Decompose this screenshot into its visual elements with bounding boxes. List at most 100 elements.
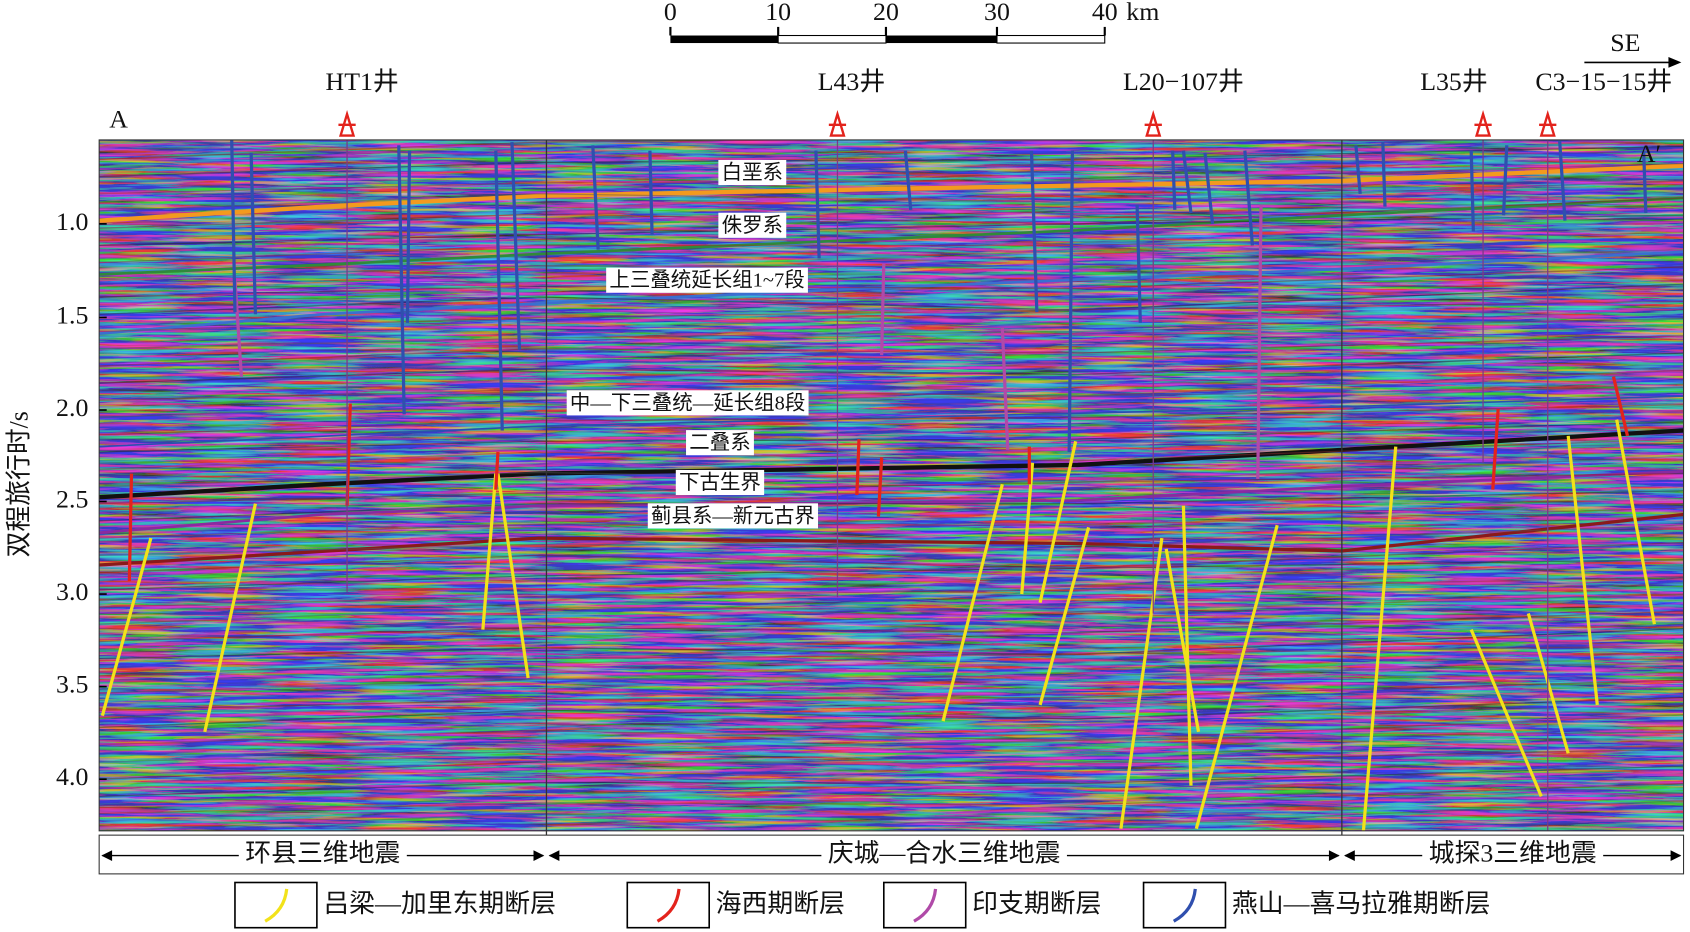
horizon-label: 上三叠统延长组1~7段 (609, 269, 804, 292)
horizon-label: 白垩系 (722, 161, 783, 184)
y-tick-label: 3.0 (56, 577, 88, 606)
scale-bar-black (885, 35, 997, 44)
reflector (99, 145, 1684, 178)
reflector (99, 266, 1684, 298)
legend-swatch (656, 888, 681, 923)
reflector (99, 455, 1684, 488)
fault (648, 150, 654, 235)
reflector (99, 421, 1684, 453)
fault (100, 537, 153, 717)
reflector (99, 748, 1684, 780)
scale-label: 20 (873, 0, 899, 26)
reflector (99, 197, 1684, 229)
reflector (99, 352, 1684, 384)
fault (496, 473, 530, 679)
y-tick-label: 2.5 (56, 484, 88, 513)
reflector (99, 162, 1684, 195)
horizon (99, 428, 1684, 500)
horizon (99, 250, 1684, 335)
y-tick-label: 1.5 (56, 300, 88, 329)
seismic-texture (99, 139, 1684, 831)
fault (397, 145, 406, 415)
legend-label: 燕山—喜马拉雅期断层 (1232, 889, 1490, 918)
reflector (99, 765, 1684, 798)
fault (1469, 628, 1543, 798)
horizon-label-bg (686, 430, 754, 456)
horizon-label-bg (606, 267, 808, 293)
reflector (99, 249, 1684, 281)
survey-label: 庆城—合水三维地震 (828, 839, 1061, 868)
fault (941, 483, 1004, 722)
reflector (99, 679, 1684, 711)
arrow-head (1668, 57, 1682, 68)
fault (127, 473, 134, 582)
scale-label: 0 (664, 0, 677, 26)
scale-bar-black (670, 35, 779, 44)
scale-label: 10 (765, 0, 791, 26)
fault (1181, 505, 1193, 786)
fault (1038, 526, 1091, 706)
reflector (99, 800, 1684, 831)
y-axis-label: 双程旅行时/s (4, 411, 33, 557)
legend-label: 印支期断层 (972, 889, 1101, 918)
fault (1135, 204, 1142, 323)
fault (1642, 150, 1648, 214)
section-frame (98, 139, 1685, 832)
horizon-label: 侏罗系 (722, 214, 783, 237)
scale-bar-white (996, 34, 1106, 44)
horizon (99, 163, 1684, 223)
fault (1256, 204, 1263, 479)
scale-label: 30 (984, 0, 1010, 26)
well-symbol (338, 109, 356, 137)
fault (1000, 328, 1010, 450)
arrow-head (1344, 850, 1355, 861)
scale-bar-white (777, 34, 887, 44)
horizon (99, 395, 1684, 448)
fault (1557, 139, 1567, 221)
fault (1181, 150, 1193, 214)
reflector (99, 472, 1684, 505)
arrow-head (1328, 850, 1340, 861)
well-symbol (1474, 109, 1492, 137)
well-label: L43井 (818, 67, 885, 96)
well-label: L35井 (1420, 67, 1487, 96)
fault (880, 263, 886, 356)
survey-label: 城探3三维地震 (1429, 839, 1597, 868)
well-label: HT1井 (326, 67, 399, 96)
fault (1038, 440, 1078, 604)
reflector (99, 576, 1684, 608)
reflector (99, 438, 1684, 470)
fault (1611, 376, 1630, 437)
interpretation (99, 139, 1684, 831)
horizon (99, 470, 1684, 535)
legend-label: 吕梁—加里东期断层 (323, 889, 556, 918)
reflector (99, 593, 1684, 625)
fault (405, 150, 412, 323)
y-tick-label: 4.0 (56, 762, 88, 791)
fault (494, 150, 504, 431)
fault (1381, 142, 1387, 207)
fault (1491, 408, 1500, 490)
scale-unit: km (1126, 0, 1159, 26)
legend-swatch (264, 888, 289, 923)
fault (1566, 435, 1599, 706)
fault (1171, 150, 1177, 210)
horizon-label: 下古生界 (679, 471, 761, 494)
well-symbol (1144, 109, 1162, 137)
reflector (99, 524, 1684, 556)
reflector (99, 713, 1684, 746)
reflector (99, 558, 1684, 591)
reflector (99, 696, 1684, 729)
reflector (99, 283, 1684, 315)
legend-label: 海西期断层 (716, 889, 845, 918)
fault (1194, 524, 1279, 830)
reflector (99, 180, 1684, 212)
fault (1501, 145, 1509, 216)
reflector (99, 317, 1684, 350)
horizon-label: 中—下三叠统—延长组8段 (570, 391, 805, 414)
fault (814, 150, 821, 259)
fault (1020, 462, 1035, 595)
reflector (99, 214, 1684, 247)
fault (1469, 150, 1475, 232)
